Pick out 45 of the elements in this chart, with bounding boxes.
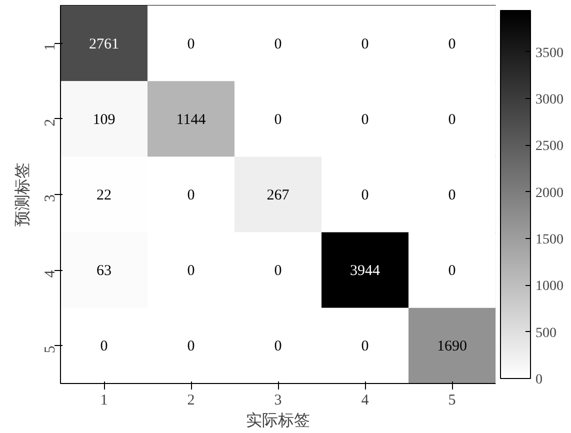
data-label: 0 — [448, 36, 456, 52]
color-bar-label: 0 — [536, 372, 542, 388]
data-label: 2761 — [89, 36, 119, 52]
y-tick-label: 3 — [42, 194, 58, 202]
color-bar-label: 2000 — [536, 186, 564, 201]
y-tick-label: 1 — [42, 43, 58, 51]
x-axis-title: 实际标签 — [246, 412, 310, 430]
y-tick-label: 4 — [42, 270, 58, 278]
data-label: 0 — [274, 263, 282, 280]
data-label: 0 — [274, 338, 282, 355]
color-bar-label: 3500 — [536, 46, 564, 61]
data-label: 0 — [187, 36, 195, 52]
data-label: 109 — [92, 112, 116, 128]
data-label: 0 — [448, 263, 456, 280]
data-label: 22 — [96, 188, 112, 204]
data-label: 3944 — [350, 263, 380, 280]
color-bar-label: 2500 — [536, 139, 564, 154]
color-bar-label: 3000 — [536, 92, 564, 108]
x-tick-label: 4 — [361, 392, 370, 408]
data-label: 63 — [96, 263, 112, 280]
data-label: 0 — [448, 188, 456, 204]
color-bar-label: 1500 — [536, 232, 564, 248]
x-tick-label: 2 — [187, 392, 195, 408]
data-label: 0 — [274, 36, 282, 52]
data-label: 1144 — [176, 112, 206, 128]
data-label: 267 — [266, 188, 290, 204]
y-tick-label: 2 — [42, 118, 58, 126]
data-label: 0 — [361, 188, 369, 204]
x-tick-label: 5 — [448, 392, 456, 408]
data-label: 0 — [274, 112, 282, 128]
data-label: 0 — [187, 338, 195, 355]
color-bar-label: 500 — [536, 326, 556, 341]
data-label: 0 — [361, 338, 369, 355]
y-axis-title: 预测标签 — [14, 162, 32, 226]
data-label: 1690 — [437, 338, 467, 355]
data-label: 0 — [187, 263, 195, 280]
color-bar-label: 1000 — [536, 279, 564, 294]
data-label: 0 — [361, 36, 369, 52]
x-tick-label: 1 — [100, 392, 108, 408]
data-label: 0 — [100, 338, 108, 355]
data-label: 0 — [361, 112, 369, 128]
x-tick-label: 3 — [274, 392, 282, 408]
data-label: 0 — [187, 188, 195, 204]
y-tick-label: 5 — [42, 346, 58, 354]
data-label: 0 — [448, 112, 456, 128]
